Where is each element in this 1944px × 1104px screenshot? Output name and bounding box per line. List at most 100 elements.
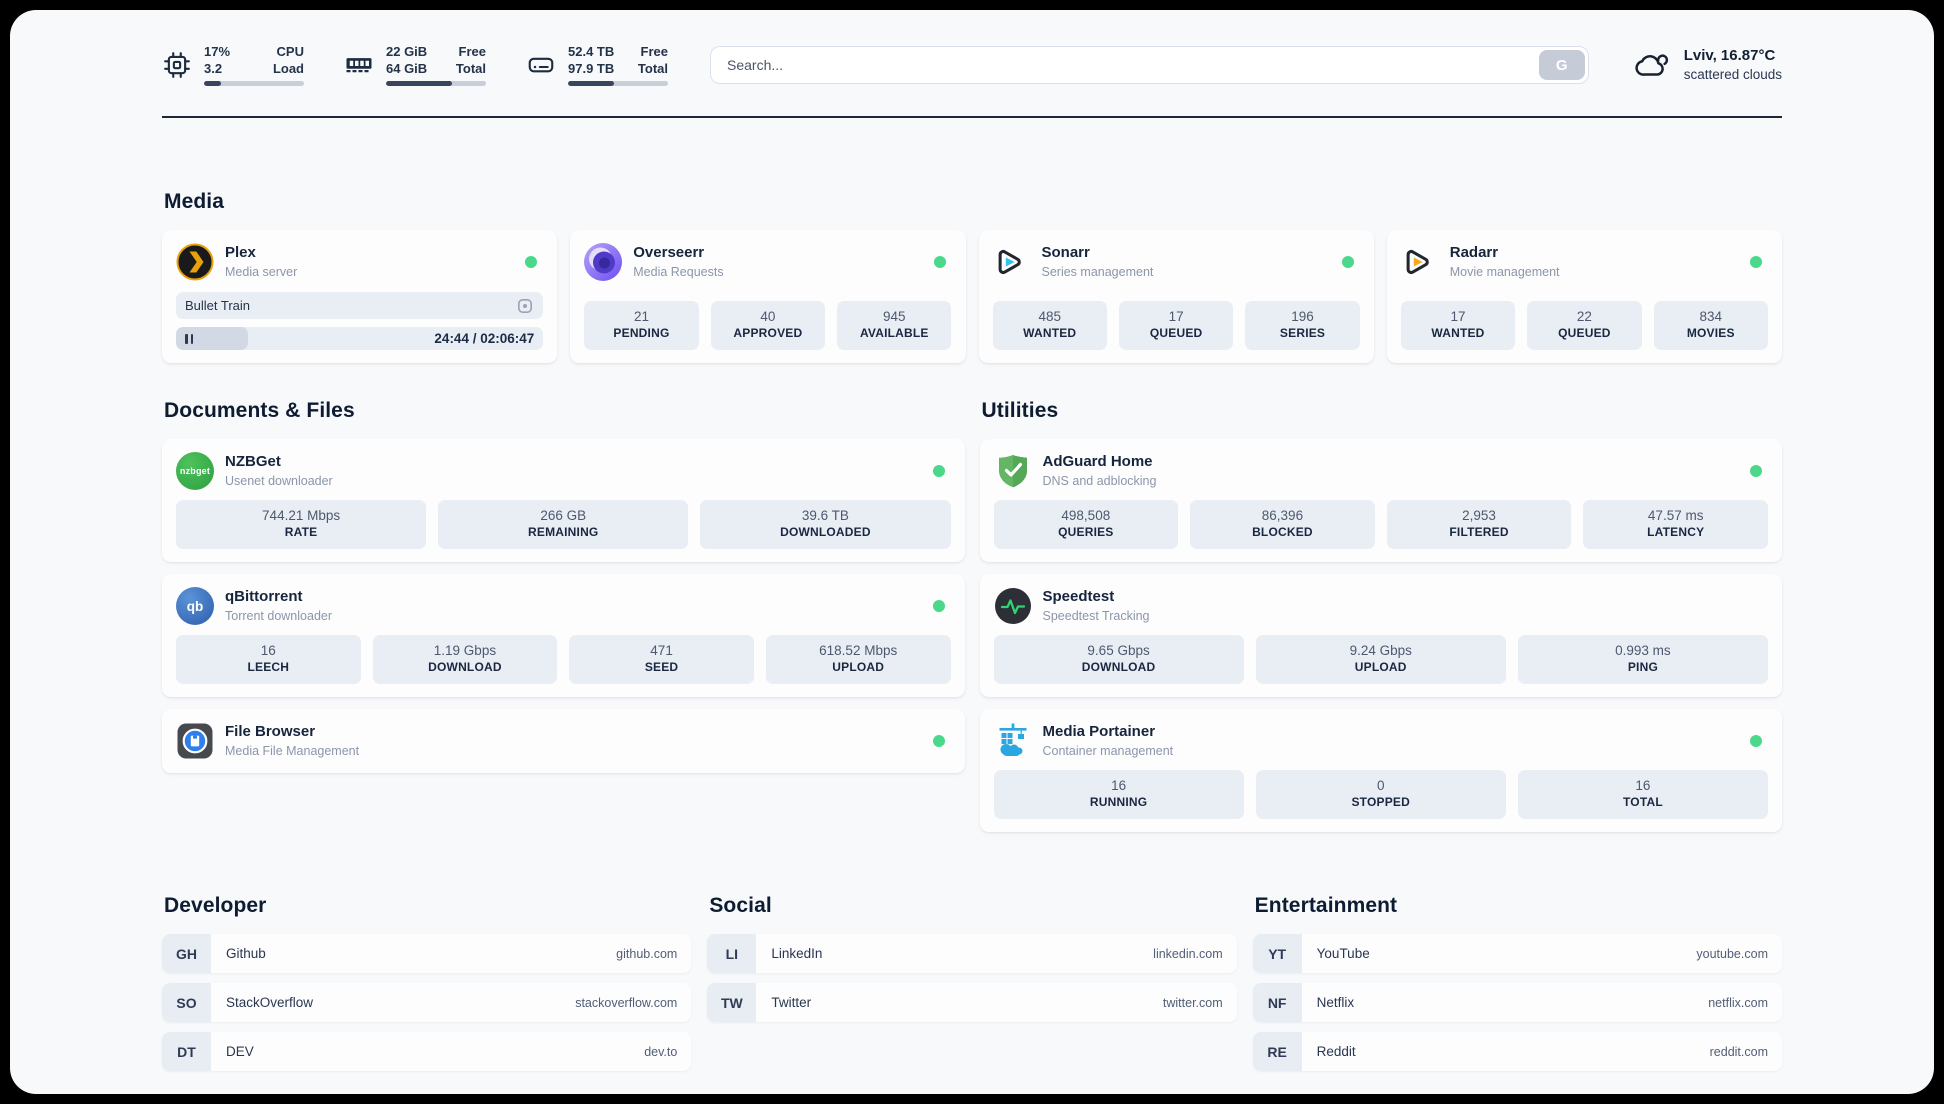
bookmark-github[interactable]: GH Github github.com: [162, 934, 692, 973]
pause-icon[interactable]: [185, 333, 194, 344]
system-stats: 17% 3.2 CPU Load: [162, 44, 668, 87]
stat-downloaded: 39.6 TB DOWNLOADED: [700, 499, 951, 549]
memory-stat: 22 GiB 64 GiB Free Total: [344, 44, 486, 87]
memory-progress-bar: [386, 81, 486, 87]
app-subtitle: Speedtest Tracking: [1042, 608, 1150, 623]
app-card-filebrowser[interactable]: File Browser Media File Management: [162, 709, 965, 773]
stat-remaining: 266 GB REMAINING: [438, 499, 689, 549]
stat-pending: 21 PENDING: [584, 300, 699, 350]
bookmark-reddit[interactable]: RE Reddit reddit.com: [1252, 1032, 1782, 1071]
stat-stopped: 0 STOPPED: [1255, 769, 1506, 819]
stat-upload: 9.24 Gbps UPLOAD: [1255, 634, 1506, 684]
bookmark-netflix[interactable]: NF Netflix netflix.com: [1252, 983, 1782, 1022]
storage-stat: 52.4 TB 97.9 TB Free Total: [526, 44, 668, 87]
bookmark-url: youtube.com: [1696, 946, 1768, 961]
stat-leech: 16 LEECH: [176, 634, 361, 684]
bookmark-name: Github: [226, 946, 266, 961]
app-subtitle: DNS and adblocking: [1042, 473, 1157, 488]
memory-free-label: Free: [458, 43, 486, 59]
status-online-dot: [932, 465, 945, 477]
header-divider: [162, 116, 1782, 118]
radarr-icon: [1401, 243, 1439, 281]
top-bar: 17% 3.2 CPU Load: [162, 36, 1782, 94]
app-card-overseerr[interactable]: Overseerr Media Requests 21 PENDING 40 APP…: [570, 230, 966, 363]
bookmark-stackoverflow[interactable]: SO StackOverflow stackoverflow.com: [162, 983, 692, 1022]
section-media: Media Plex Media server Bullet Train: [162, 190, 1782, 363]
stat-rate: 744.21 Mbps RATE: [176, 499, 427, 549]
app-subtitle: Media File Management: [225, 743, 360, 758]
app-card-plex[interactable]: Plex Media server Bullet Train 24:44 / 0…: [162, 230, 558, 363]
bookmark-youtube[interactable]: YT YouTube youtube.com: [1252, 934, 1782, 973]
bookmark-name: YouTube: [1316, 946, 1370, 961]
app-card-radarr[interactable]: Radarr Movie management 17 WANTED 22 QUEUE…: [1386, 230, 1782, 363]
memory-total-value: 64 GiB: [386, 60, 428, 76]
playback-progress-bar[interactable]: 24:44 / 02:06:47: [176, 327, 544, 350]
hard-drive-icon: [528, 57, 554, 73]
stat-movies: 834 MOVIES: [1653, 300, 1768, 350]
stat-total: 16 TOTAL: [1517, 769, 1768, 819]
app-subtitle: Usenet downloader: [225, 473, 333, 488]
search-engine-button[interactable]: G: [1538, 50, 1585, 80]
speedtest-icon: [994, 587, 1032, 625]
stat-wanted: 485 WANTED: [992, 300, 1107, 350]
search-input[interactable]: [710, 46, 1589, 84]
storage-free-value: 52.4 TB: [568, 43, 615, 59]
bookmark-dev[interactable]: DT DEV dev.to: [162, 1032, 692, 1071]
bookmark-name: DEV: [226, 1044, 254, 1059]
bookmark-abbr: TW: [707, 983, 757, 1022]
section-title-social: Social: [709, 894, 772, 917]
bookmark-url: linkedin.com: [1153, 946, 1223, 961]
cpu-chip-icon: [164, 52, 190, 78]
player-target-icon[interactable]: [516, 297, 534, 315]
app-name: Speedtest: [1042, 588, 1115, 606]
status-online-dot: [1750, 735, 1762, 747]
app-card-qbittorrent[interactable]: qb qBittorrent Torrent downloader 16 LEEC…: [162, 574, 965, 697]
stat-download: 9.65 Gbps DOWNLOAD: [993, 634, 1244, 684]
weather-widget[interactable]: Lviv, 16.87°C scattered clouds: [1633, 46, 1782, 84]
bookmark-linkedin[interactable]: LI LinkedIn linkedin.com: [707, 934, 1237, 973]
stat-filtered: 2,953 FILTERED: [1386, 499, 1572, 549]
qbittorrent-icon: qb: [176, 587, 214, 625]
storage-free-label: Free: [640, 43, 668, 59]
app-name: Overseerr: [633, 244, 705, 262]
bookmark-abbr: GH: [162, 934, 211, 973]
memory-free-value: 22 GiB: [386, 43, 428, 59]
section-entertainment: Entertainment YT YouTube youtube.com NF …: [1252, 894, 1782, 1081]
stat-queries: 498,508 QUERIES: [993, 499, 1179, 549]
app-subtitle: Torrent downloader: [225, 608, 333, 623]
plex-icon: [176, 243, 214, 281]
bookmark-url: dev.to: [644, 1044, 678, 1059]
status-online-dot: [1341, 256, 1354, 268]
app-name: AdGuard Home: [1042, 453, 1153, 471]
bookmark-twitter[interactable]: TW Twitter twitter.com: [707, 983, 1237, 1022]
filebrowser-icon: [176, 722, 214, 760]
bookmark-name: StackOverflow: [226, 995, 314, 1010]
overseerr-icon: [584, 243, 623, 281]
app-card-speedtest[interactable]: Speedtest Speedtest Tracking 9.65 Gbps DO…: [979, 574, 1782, 697]
section-title-entertainment: Entertainment: [1254, 894, 1398, 917]
nzbget-icon: nzbget: [176, 452, 214, 490]
weather-location-temp: Lviv, 16.87°C: [1683, 47, 1776, 65]
app-card-portainer[interactable]: Media Portainer Container management 16 R…: [979, 709, 1782, 832]
stat-upload: 618.52 Mbps UPLOAD: [765, 634, 951, 684]
bookmark-url: netflix.com: [1708, 995, 1768, 1010]
app-card-sonarr[interactable]: Sonarr Series management 485 WANTED 17 QUE…: [978, 230, 1374, 363]
bookmark-name: Twitter: [771, 995, 812, 1010]
stat-running: 16 RUNNING: [993, 769, 1244, 819]
section-title-media: Media: [164, 190, 225, 213]
stat-blocked: 86,396 BLOCKED: [1190, 499, 1375, 549]
status-online-dot: [1750, 256, 1762, 268]
stat-wanted: 17 WANTED: [1400, 300, 1516, 350]
cpu-percent: 17%: [204, 43, 231, 59]
app-name: Radarr: [1449, 244, 1499, 262]
now-playing-title: Bullet Train: [185, 298, 251, 313]
app-subtitle: Container management: [1042, 743, 1174, 758]
cpu-label: CPU: [276, 43, 304, 59]
playback-time: 24:44 / 02:06:47: [434, 331, 535, 346]
bookmark-abbr: SO: [162, 983, 211, 1022]
stat-download: 1.19 Gbps DOWNLOAD: [372, 634, 558, 684]
app-card-adguard[interactable]: AdGuard Home DNS and adblocking 498,508 Q…: [979, 439, 1782, 562]
status-online-dot: [933, 256, 946, 268]
app-card-nzbget[interactable]: nzbget NZBGet Usenet downloader 744.21 M…: [162, 439, 965, 562]
